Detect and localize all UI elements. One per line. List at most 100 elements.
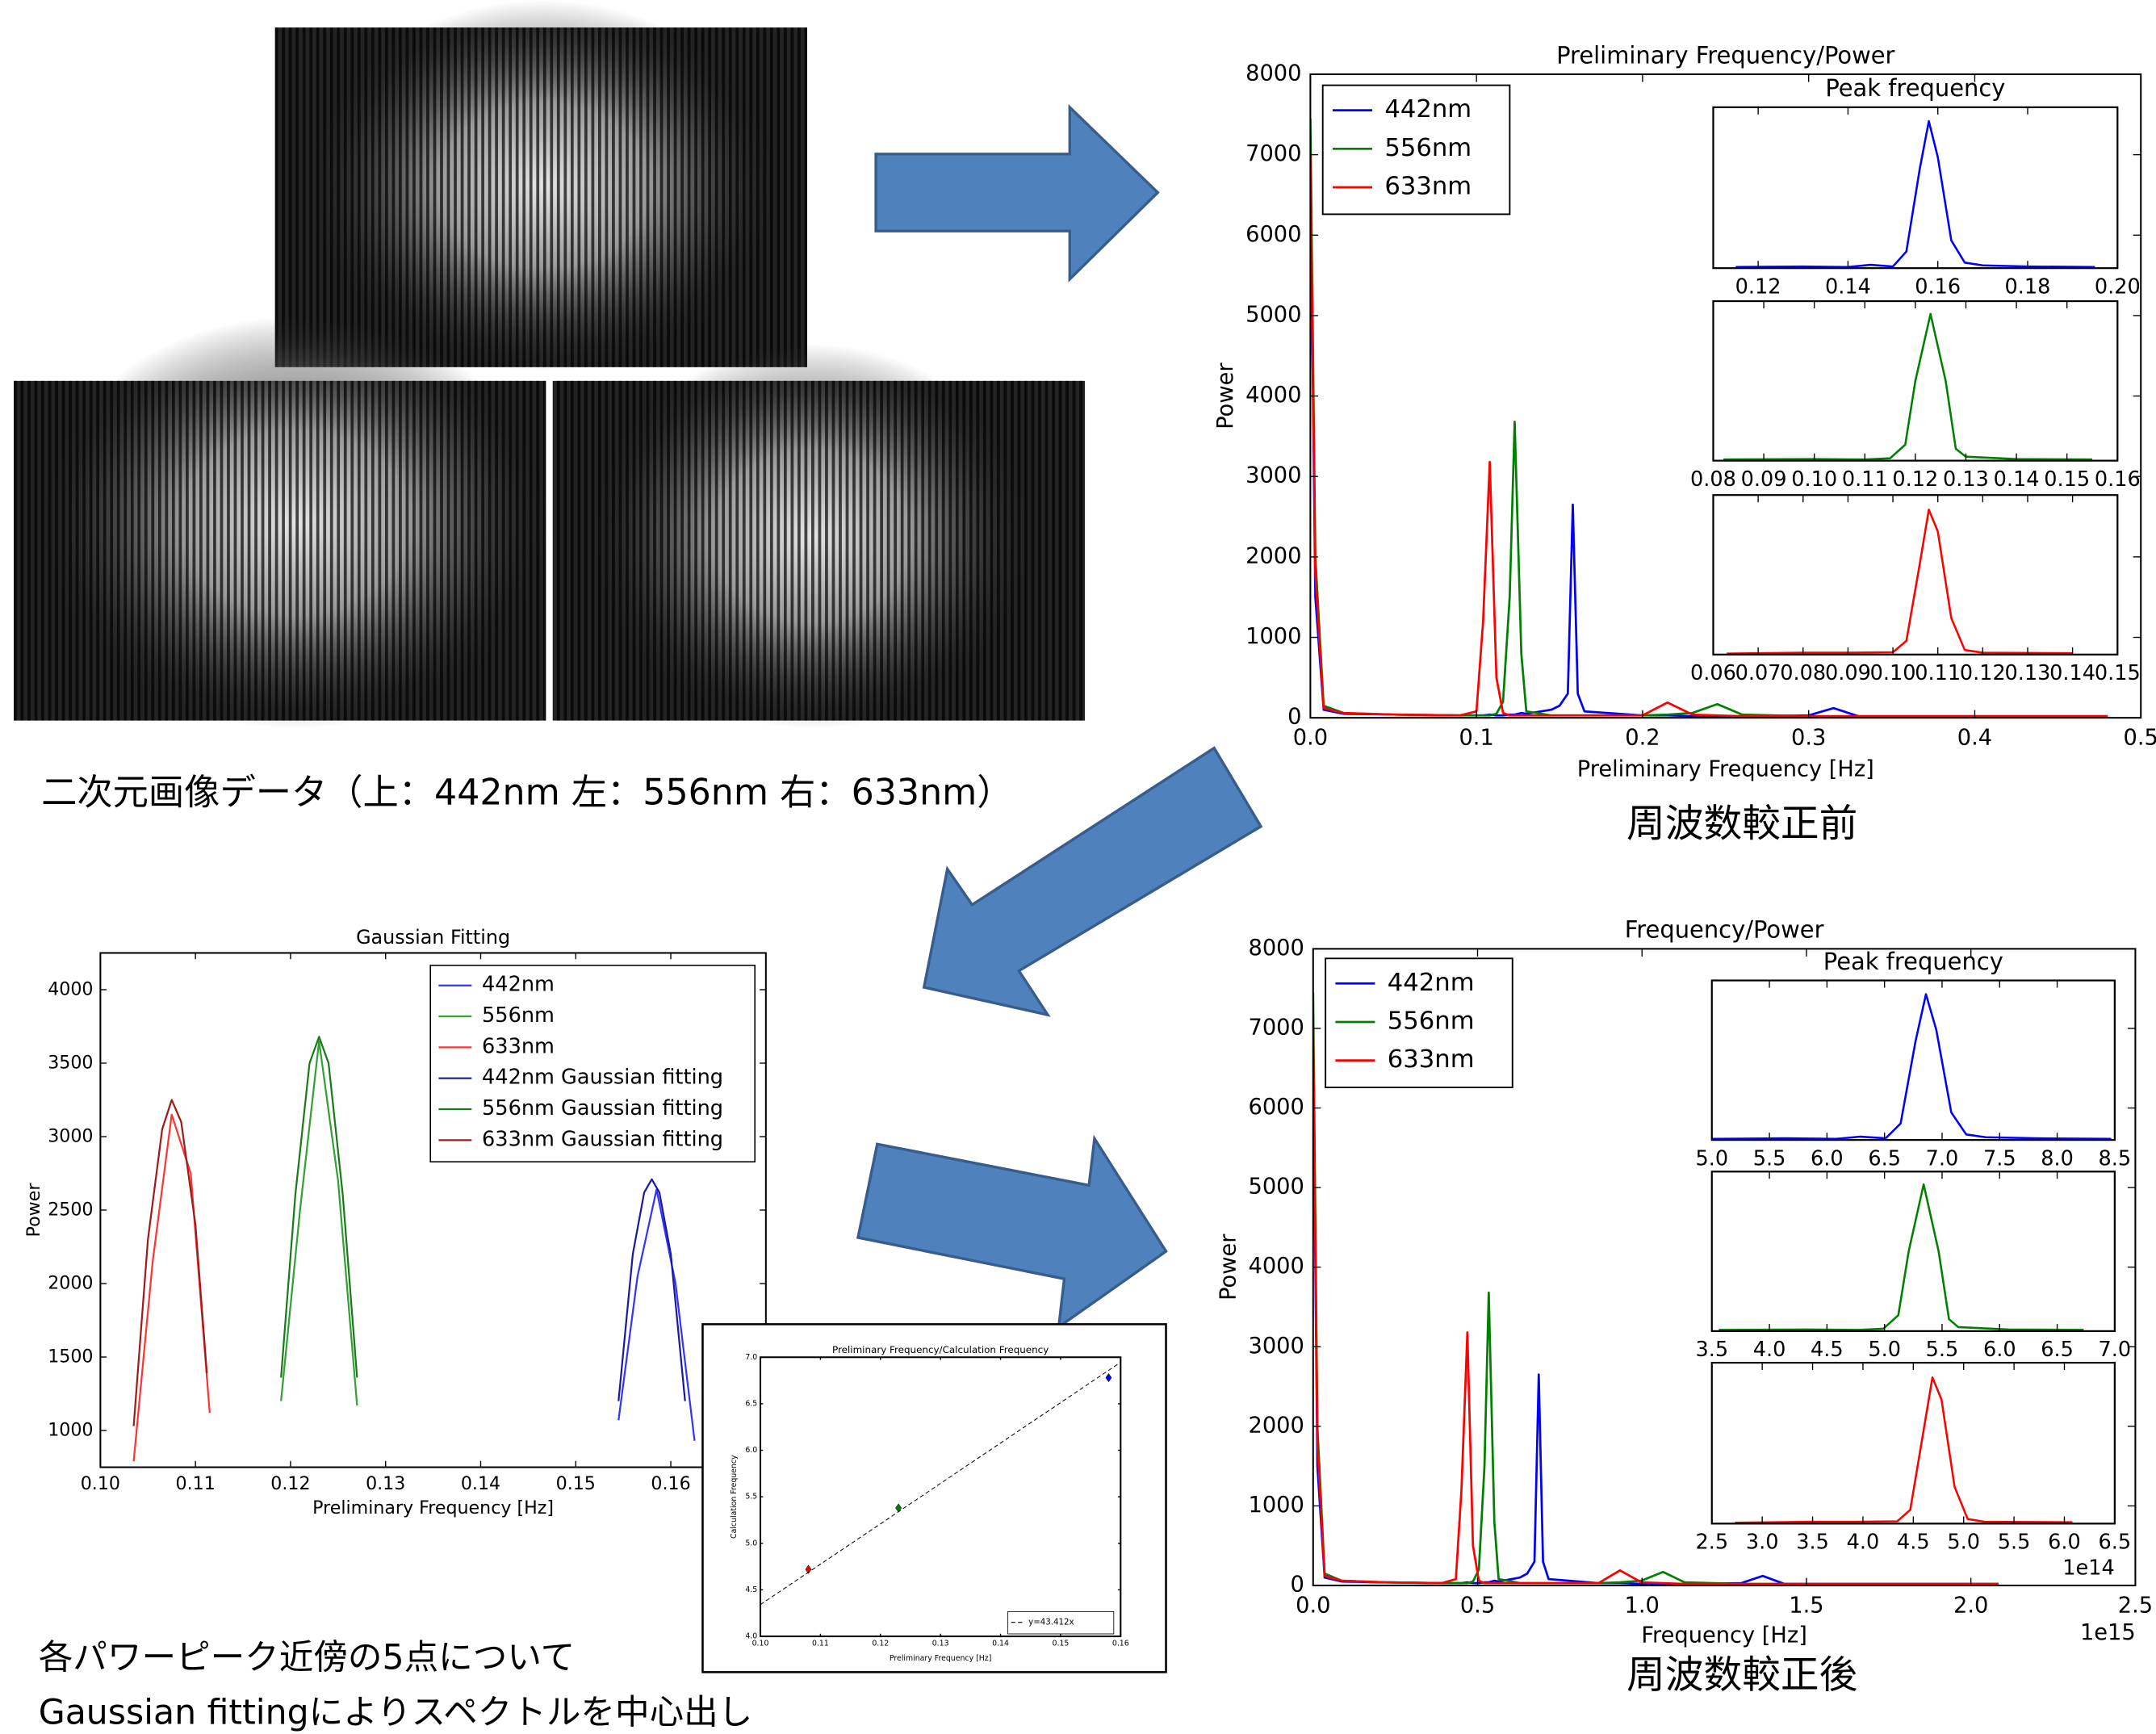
y-tick-label: 5.0 — [745, 1539, 757, 1548]
y-tick-label: 4000 — [48, 978, 93, 999]
x-tick-label: 4.5 — [1811, 1338, 1844, 1362]
x-tick-label: 0.13 — [2005, 661, 2051, 685]
inset-title: Peak frequency — [1825, 74, 2005, 102]
x-tick-label: 2.5 — [1695, 1531, 1728, 1555]
legend-label: 556nm — [482, 1003, 555, 1028]
y-tick-label: 5000 — [1249, 1175, 1304, 1200]
x-tick-label: 6.0 — [2048, 1531, 2081, 1555]
x-tick-label: 0.5 — [1460, 1593, 1495, 1618]
x-tick-label: 3.5 — [1695, 1338, 1728, 1362]
x-tick-label: 5.5 — [1998, 1531, 2031, 1555]
caption: 周波数較正後 — [1626, 1653, 1857, 1698]
y-tick-label: 7000 — [1249, 1015, 1304, 1040]
caption: 周波数較正前 — [1626, 802, 1857, 847]
legend-label: 442nm — [1388, 969, 1475, 997]
x-tick-label: 0.14 — [1994, 467, 2040, 492]
x-tick-label: 5.5 — [1753, 1146, 1786, 1171]
x-tick-label: 0.12 — [1960, 661, 2006, 685]
plot-area — [1713, 107, 2117, 268]
x-tick-label: 5.0 — [1947, 1531, 1980, 1555]
legend-label: 633nm — [1384, 173, 1472, 201]
axis-offset: 1e15 — [2080, 1620, 2136, 1645]
x-tick-label: 0.08 — [1690, 467, 1736, 492]
legend-label: 442nm Gaussian fitting — [482, 1066, 723, 1090]
x-tick-label: 5.0 — [1695, 1146, 1728, 1171]
x-tick-label: 0.08 — [1780, 661, 1826, 685]
x-tick-label: 6.5 — [2041, 1338, 2074, 1362]
plot-area — [1712, 1171, 2115, 1331]
legend-label: 442nm — [1384, 95, 1472, 124]
axis-offset: 1e14 — [2062, 1556, 2114, 1581]
x-tick-label: 0.15 — [2095, 661, 2141, 685]
chart-title: Frequency/Power — [1625, 916, 1824, 944]
y-tick-label: 6000 — [1249, 1095, 1304, 1120]
x-tick-label: 7.0 — [1926, 1146, 1959, 1171]
chart-title: Gaussian Fitting — [356, 926, 510, 949]
y-axis-label: Power — [23, 1183, 44, 1238]
plot-area — [1712, 981, 2115, 1141]
x-tick-label: 0.4 — [1957, 726, 1992, 751]
legend-label: 633nm — [1388, 1045, 1475, 1074]
x-tick-label: 0.14 — [2049, 661, 2095, 685]
x-tick-label: 6.0 — [1811, 1146, 1844, 1171]
x-tick-label: 0.11 — [176, 1473, 216, 1494]
y-tick-label: 0 — [1291, 1573, 1304, 1598]
y-tick-label: 8000 — [1245, 61, 1301, 86]
x-tick-label: 2.0 — [1953, 1593, 1988, 1618]
x-axis-label: Preliminary Frequency [Hz] — [312, 1497, 554, 1518]
x-tick-label: 0.11 — [1842, 467, 1888, 492]
plot-area — [1712, 1363, 2115, 1523]
y-tick-label: 3500 — [48, 1052, 93, 1073]
arrow — [858, 1138, 1166, 1326]
plot-area — [1713, 495, 2117, 655]
chart: 0.00.10.20.30.40.50100020003000400050006… — [1213, 41, 2156, 781]
x-tick-label: 6.5 — [2099, 1531, 2132, 1555]
y-tick-label: 0 — [1287, 705, 1301, 730]
x-tick-label: 0.12 — [1892, 467, 1938, 492]
x-tick-label: 0.16 — [1915, 274, 1961, 299]
y-axis-label: Power — [1216, 1233, 1241, 1300]
y-tick-label: 1000 — [48, 1420, 93, 1441]
x-tick-label: 3.5 — [1796, 1531, 1829, 1555]
x-tick-label: 3.0 — [1746, 1531, 1779, 1555]
y-tick-label: 5.5 — [745, 1493, 757, 1502]
y-tick-label: 1000 — [1245, 624, 1301, 649]
x-tick-label: 0.16 — [1112, 1639, 1129, 1648]
legend-label: 633nm — [482, 1034, 555, 1058]
slide: 二次元画像データ（上：442nm 左：556nm 右：633nm） 周波数較正前… — [0, 0, 2156, 1734]
x-tick-label: 4.5 — [1897, 1531, 1930, 1555]
fringe-image-442 — [275, 0, 807, 371]
y-tick-label: 3000 — [1249, 1334, 1304, 1359]
y-tick-label: 1000 — [1249, 1493, 1304, 1518]
y-tick-label: 4000 — [1249, 1254, 1304, 1279]
x-tick-label: 0.15 — [1053, 1639, 1070, 1648]
fringe-image-556 — [14, 316, 550, 729]
arrow — [876, 107, 1158, 279]
y-tick-label: 7.0 — [745, 1353, 757, 1362]
caption: 二次元画像データ（上：442nm 左：556nm 右：633nm） — [41, 773, 1012, 814]
legend-label: 556nm Gaussian fitting — [482, 1096, 723, 1120]
x-tick-label: 1.5 — [1789, 1593, 1823, 1618]
x-tick-label: 0.14 — [461, 1473, 500, 1494]
legend-label: 556nm — [1384, 134, 1472, 162]
x-tick-label: 0.15 — [556, 1473, 596, 1494]
plot-area — [760, 1357, 1120, 1636]
y-tick-label: 5000 — [1245, 302, 1301, 327]
x-tick-label: 0.18 — [2005, 274, 2051, 299]
y-axis-label: Power — [1213, 362, 1238, 429]
legend-label: y=43.412x — [1028, 1619, 1074, 1627]
x-tick-label: 0.14 — [992, 1639, 1009, 1648]
x-tick-label: 0.2 — [1625, 726, 1660, 751]
y-tick-label: 2000 — [48, 1273, 93, 1294]
x-tick-label: 7.0 — [2099, 1338, 2132, 1362]
x-tick-label: 1.0 — [1625, 1593, 1660, 1618]
fringe-image-633 — [553, 344, 1085, 729]
x-tick-label: 8.5 — [2099, 1146, 2132, 1171]
x-tick-label: 0.12 — [872, 1639, 889, 1648]
y-tick-label: 2500 — [48, 1200, 93, 1221]
x-tick-label: 0.5 — [2124, 726, 2156, 751]
y-tick-label: 3000 — [48, 1125, 93, 1146]
x-tick-label: 0.11 — [812, 1639, 829, 1648]
